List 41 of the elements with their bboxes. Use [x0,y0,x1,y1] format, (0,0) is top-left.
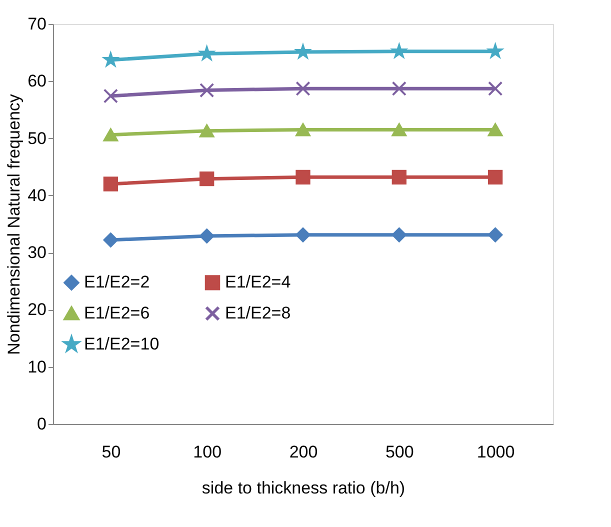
point [488,123,503,136]
point [296,81,310,96]
point [392,81,406,96]
legend-label: E1/E2=10 [84,334,160,354]
y-tick-label: 30 [28,243,46,262]
legend-label: E1/E2=6 [84,304,150,322]
point [488,81,503,96]
point [200,124,214,138]
point [103,88,118,104]
point [103,232,118,248]
point [488,170,503,184]
point [296,228,310,242]
legend-label: E1/E2=4 [225,272,291,292]
point [200,228,214,244]
y-axis-title: Nondimensional Natural frequency [4,94,24,355]
point [488,228,503,242]
legend-label: E1/E2=8 [225,304,291,322]
y-tick-label: 70 [28,14,46,34]
point [200,82,214,98]
legend-label: E1/E2=2 [84,272,150,292]
point [200,172,214,186]
x-tick-label: 500 [385,442,414,462]
x-tick-label: 50 [102,442,121,462]
x-axis-title: side to thickness ratio (b/h) [202,478,406,498]
y-tick-label: 50 [28,128,46,148]
point [103,128,118,142]
point [392,170,406,184]
point [200,46,214,60]
y-tick-label: 60 [28,72,46,91]
y-tick-label: 40 [28,186,46,205]
point [296,170,310,184]
x-tick-label: 200 [289,442,318,462]
x-tick-label: 1000 [476,442,515,462]
point [296,123,310,136]
point [103,176,118,192]
point [392,123,406,136]
x-tick-label: 100 [193,442,222,462]
y-tick-label: 0 [37,414,46,434]
y-tick-label: 20 [28,300,46,320]
y-tick-label: 10 [28,357,46,376]
point [392,228,406,242]
